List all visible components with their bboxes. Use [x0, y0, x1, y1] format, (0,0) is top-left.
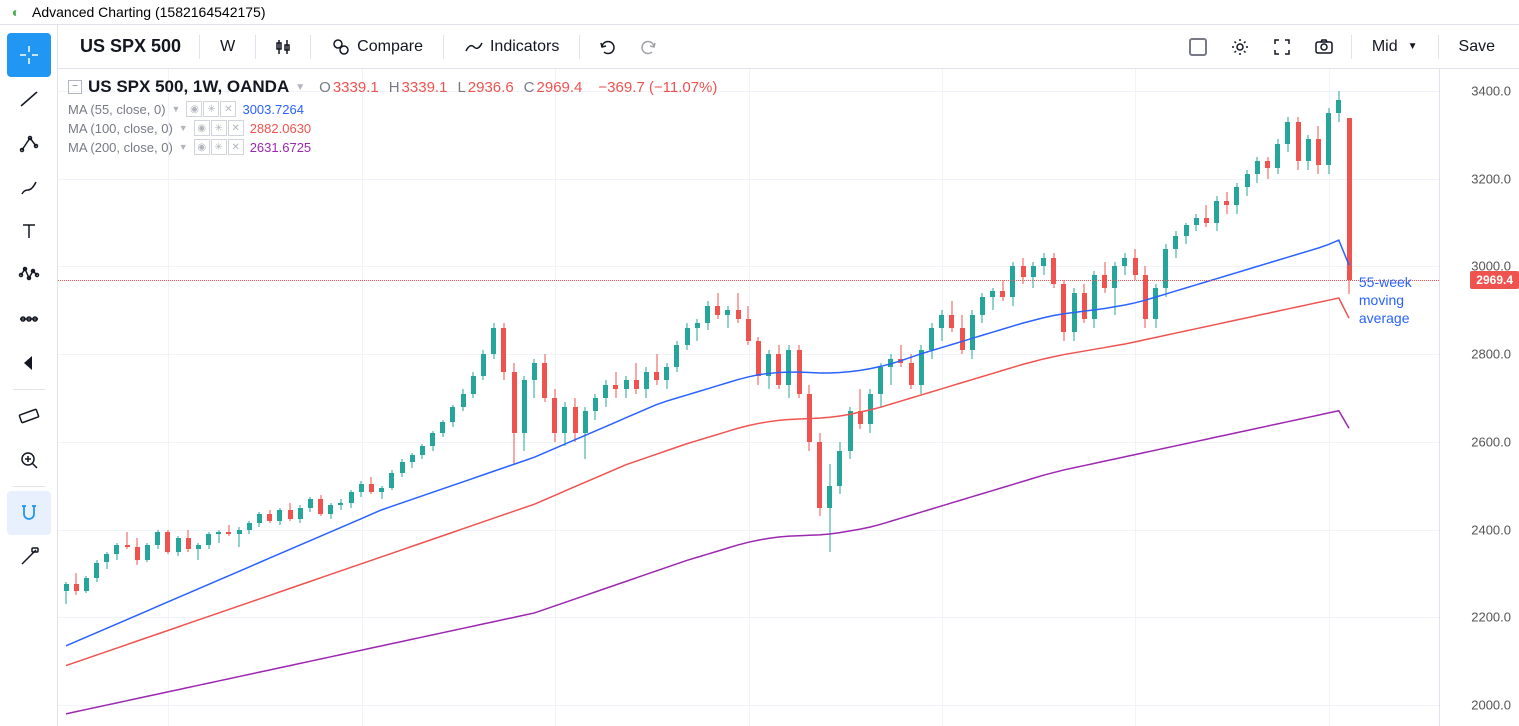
chart-style-button[interactable] — [264, 30, 302, 64]
indicator-settings-icon[interactable]: ✳ — [211, 139, 227, 155]
toolbar-separator — [579, 35, 580, 59]
settings-button[interactable] — [1221, 30, 1259, 64]
fib-tool[interactable] — [7, 121, 51, 165]
symbol-name[interactable]: US SPX 500 — [70, 36, 191, 57]
ohlc-values: O3339.1 H3339.1 L2936.6 C2969.4 −369.7 (… — [319, 79, 717, 96]
forecast-tool[interactable] — [7, 297, 51, 341]
mid-button[interactable]: Mid▼ — [1360, 30, 1430, 64]
indicator-name: MA (100, close, 0) — [68, 121, 173, 136]
indicator-close-icon[interactable]: ✕ — [228, 139, 244, 155]
indicator-row: MA (100, close, 0) ▼ ◉✳✕ 2882.0630 — [68, 120, 717, 136]
brush-tool[interactable] — [7, 165, 51, 209]
toolbar-separator — [1351, 35, 1352, 59]
indicator-value: 2882.0630 — [250, 121, 311, 136]
fullscreen-button[interactable] — [1263, 30, 1301, 64]
toolbar-separator — [310, 35, 311, 59]
text-tool[interactable] — [7, 209, 51, 253]
grid-line — [362, 69, 363, 726]
pattern-tool[interactable] — [7, 253, 51, 297]
price-axis-label: 2800.0 — [1471, 347, 1511, 362]
price-axis-label: 2000.0 — [1471, 698, 1511, 713]
toolbar-separator — [13, 389, 45, 390]
indicator-dropdown-icon[interactable]: ▼ — [172, 104, 181, 114]
grid-line — [749, 69, 750, 726]
compare-button[interactable]: Compare — [319, 30, 435, 64]
legend-symbol: US SPX 500, 1W, OANDA — [88, 77, 289, 97]
indicator-close-icon[interactable]: ✕ — [220, 101, 236, 117]
indicator-eye-icon[interactable]: ◉ — [186, 101, 202, 117]
indicator-dropdown-icon[interactable]: ▼ — [179, 142, 188, 152]
indicator-eye-icon[interactable]: ◉ — [194, 120, 210, 136]
indicator-settings-icon[interactable]: ✳ — [211, 120, 227, 136]
zoom-tool[interactable] — [7, 438, 51, 482]
price-axis-label: 3200.0 — [1471, 171, 1511, 186]
select-button[interactable] — [1179, 30, 1217, 64]
magnet-tool[interactable] — [7, 491, 51, 535]
screenshot-button[interactable] — [1305, 30, 1343, 64]
price-axis-label: 2200.0 — [1471, 610, 1511, 625]
grid-line — [942, 69, 943, 726]
indicator-name: MA (200, close, 0) — [68, 140, 173, 155]
price-axis-label: 3400.0 — [1471, 83, 1511, 98]
window-titlebar: ◐ Advanced Charting (1582164542175) — [0, 0, 1519, 24]
legend-dropdown-icon[interactable]: ▼ — [295, 82, 305, 93]
ruler-tool[interactable] — [7, 394, 51, 438]
undo-button[interactable] — [588, 30, 626, 64]
grid-line — [1135, 69, 1136, 726]
app-container: US SPX 500 W Compare Indicators Mid▼ Sav… — [0, 24, 1519, 726]
toolbar-separator — [1438, 35, 1439, 59]
indicator-value: 3003.7264 — [242, 102, 303, 117]
save-button[interactable]: Save — [1447, 30, 1507, 64]
indicators-button[interactable]: Indicators — [452, 30, 571, 64]
chart-area: − US SPX 500, 1W, OANDA ▼ O3339.1 H3339.… — [58, 69, 1519, 726]
indicator-settings-icon[interactable]: ✳ — [203, 101, 219, 117]
chart-legend: − US SPX 500, 1W, OANDA ▼ O3339.1 H3339.… — [68, 77, 717, 158]
legend-collapse-icon[interactable]: − — [68, 80, 82, 94]
redo-button[interactable] — [630, 30, 668, 64]
indicator-value: 2631.6725 — [250, 140, 311, 155]
lock-tool[interactable] — [7, 535, 51, 579]
crosshair-tool[interactable] — [7, 33, 51, 77]
price-axis-label: 2600.0 — [1471, 434, 1511, 449]
indicator-row: MA (55, close, 0) ▼ ◉✳✕ 3003.7264 — [68, 101, 717, 117]
back-tool[interactable] — [7, 341, 51, 385]
last-price-tag: 2969.4 — [1470, 271, 1519, 289]
last-price-line — [58, 280, 1439, 281]
price-axis[interactable]: 2000.02200.02400.02600.02800.03000.03200… — [1439, 69, 1519, 726]
main-area: US SPX 500 W Compare Indicators Mid▼ Sav… — [58, 25, 1519, 726]
chart-canvas[interactable]: − US SPX 500, 1W, OANDA ▼ O3339.1 H3339.… — [58, 69, 1439, 726]
toolbar-separator — [443, 35, 444, 59]
toolbar-separator — [199, 35, 200, 59]
trendline-tool[interactable] — [7, 77, 51, 121]
indicator-eye-icon[interactable]: ◉ — [194, 139, 210, 155]
toolbar-separator — [13, 486, 45, 487]
indicator-name: MA (55, close, 0) — [68, 102, 166, 117]
interval-button[interactable]: W — [208, 30, 247, 64]
left-toolbar — [0, 25, 58, 726]
window-title-text: Advanced Charting (1582164542175) — [32, 4, 266, 20]
indicator-close-icon[interactable]: ✕ — [228, 120, 244, 136]
grid-line — [168, 69, 169, 726]
price-axis-label: 2400.0 — [1471, 522, 1511, 537]
indicator-dropdown-icon[interactable]: ▼ — [179, 123, 188, 133]
top-toolbar: US SPX 500 W Compare Indicators Mid▼ Sav… — [58, 25, 1519, 69]
toolbar-separator — [255, 35, 256, 59]
app-icon: ◐ — [8, 4, 24, 20]
chart-annotation: 55-week movingaverage — [1359, 273, 1439, 328]
indicator-row: MA (200, close, 0) ▼ ◉✳✕ 2631.6725 — [68, 139, 717, 155]
